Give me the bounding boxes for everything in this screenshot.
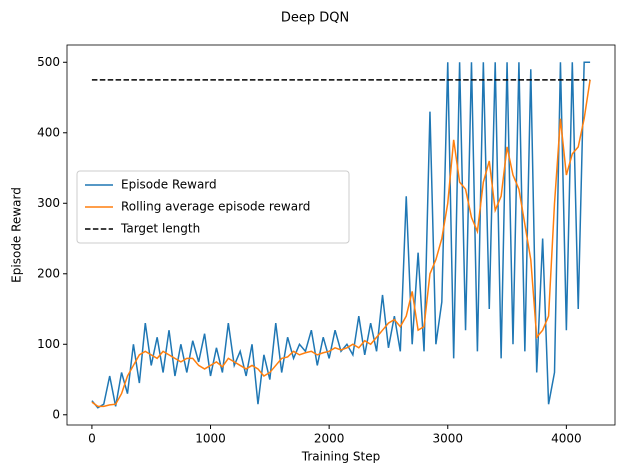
legend-box xyxy=(76,170,350,244)
x-tick-label: 2000 xyxy=(314,432,345,446)
legend-label: Target length xyxy=(120,222,200,236)
x-tick-label: 3000 xyxy=(432,432,463,446)
legend-label: Episode Reward xyxy=(121,178,217,192)
y-tick-label: 500 xyxy=(37,55,60,69)
series-line xyxy=(91,61,591,409)
series-line xyxy=(91,79,591,408)
y-tick-label: 100 xyxy=(37,337,60,351)
legend-label: Rolling average episode reward xyxy=(121,200,310,214)
x-tick-label: 1000 xyxy=(195,432,226,446)
y-tick-label: 400 xyxy=(37,125,60,139)
x-tick-label: 0 xyxy=(88,432,96,446)
y-axis-label: Episode Reward xyxy=(10,187,24,283)
y-tick-label: 0 xyxy=(52,407,60,421)
y-tick-label: 300 xyxy=(37,196,60,210)
y-tick-label: 200 xyxy=(37,266,60,280)
x-tick-label: 4000 xyxy=(551,432,582,446)
plot-frame xyxy=(66,44,616,426)
chart-title: Deep DQN xyxy=(281,11,349,26)
x-axis-label: Training Step xyxy=(301,450,381,464)
